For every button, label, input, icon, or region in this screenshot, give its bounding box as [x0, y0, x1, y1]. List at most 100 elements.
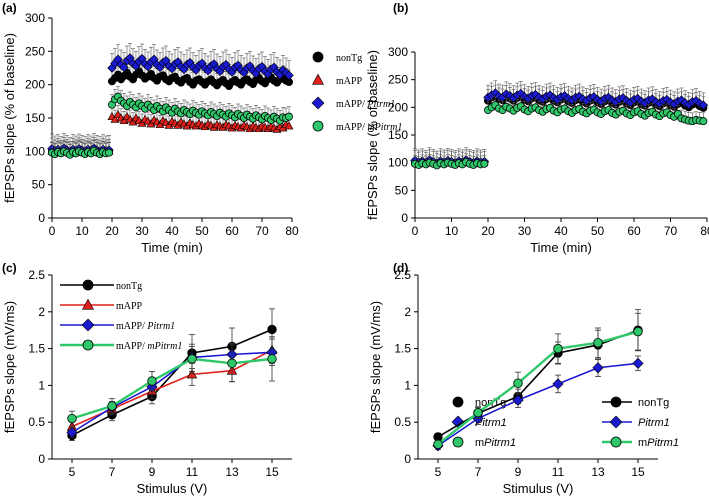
legend-marker	[452, 396, 464, 408]
data-point	[553, 343, 563, 354]
y-tick-label: 300	[25, 11, 45, 25]
legend-label-italic: Pitrm1	[475, 417, 507, 429]
y-tick-label: 0	[38, 211, 45, 225]
legend-marker	[452, 436, 464, 448]
data-point	[593, 338, 603, 348]
legend-label: nonTg	[638, 397, 669, 409]
y-tick-label: 0	[401, 211, 408, 225]
legend-marker	[311, 96, 325, 110]
x-tick-label: 70	[664, 224, 678, 238]
data-point	[633, 326, 643, 337]
legend-label: nonTg	[336, 53, 362, 64]
y-tick-label: 2	[38, 305, 45, 319]
series-mapp-mpitrm1	[48, 86, 293, 159]
y-axis-title: fEPSPs slope (mV/ms)	[368, 301, 383, 433]
series-mpitrm1	[433, 312, 643, 449]
legend-marker	[81, 298, 95, 310]
data-point	[480, 159, 489, 168]
data-point	[433, 439, 443, 449]
x-tick-label: 11	[552, 465, 565, 479]
series-mapp-pitrm1	[66, 338, 278, 439]
x-tick-label: 13	[591, 465, 605, 479]
legend-label: mAPP/ mPitrm1	[336, 122, 402, 133]
legend-label: Pitrm1	[638, 417, 670, 429]
legend-label: mAPP/ Pitrm1	[116, 321, 175, 332]
y-tick-label: 250	[25, 44, 45, 58]
series-line	[71, 351, 273, 434]
chart-panel-1: (a) 0 50 100 150 200 250 300 0 10 20 30 40 50 60 70 80 Ti…	[2, 1, 402, 255]
x-axis-title: Time (min)	[141, 240, 203, 255]
data-point	[66, 426, 78, 439]
x-tick-label: 5	[69, 465, 76, 479]
chart-panel-2: (b) 0 50 100 150 200 250 300 0 10 20 30 40 50 60 70 80 Ti…	[365, 1, 709, 449]
y-tick-label: 2	[404, 305, 411, 319]
legend-marker	[610, 436, 622, 448]
data-point	[107, 401, 117, 411]
x-tick-label: 11	[186, 465, 199, 479]
y-tick-label: 100	[388, 156, 408, 170]
x-tick-label: 7	[109, 465, 116, 479]
data-point	[699, 117, 708, 126]
data-point	[267, 324, 277, 335]
legend-label-plain: mAPP/	[336, 99, 367, 110]
data-point	[512, 394, 524, 406]
x-tick-label: 80	[700, 224, 709, 238]
legend-label: mPitrm1	[638, 437, 679, 449]
x-tick-label: 60	[627, 224, 641, 238]
data-point	[592, 362, 604, 374]
chart-panel-3: (c) 0 0.5 1 1.5 2 2.5 5 7 9 11 13 15 Stimulus (V) fEPS…	[2, 261, 292, 496]
x-tick-label: 80	[285, 224, 299, 238]
y-tick-label: 2.5	[394, 268, 411, 282]
series-mapp-mpitrm1	[67, 336, 277, 427]
data-point	[67, 413, 77, 424]
y-tick-label: 50	[395, 183, 409, 197]
legend: nonTg Pitrm1 mPitrm1	[602, 396, 679, 449]
y-tick-label: 0.5	[394, 415, 411, 429]
x-axis-title: Stimulus (V)	[503, 481, 574, 496]
y-tick-label: 1.5	[28, 342, 45, 356]
y-tick-label: 150	[388, 128, 408, 142]
legend-label-plain: m	[638, 437, 647, 449]
legend-marker	[312, 51, 324, 63]
y-tick-label: 200	[25, 78, 45, 92]
series-line	[71, 328, 273, 437]
legend-label-plain: mAPP/	[116, 341, 147, 352]
y-tick-label: 0	[38, 452, 45, 466]
chart-panel-4: (d) 0 0.5 1 1.5 2 2.5 5 7 9 11 13 15 Stimulus (V) fEPS…	[368, 261, 679, 496]
x-tick-label: 30	[135, 224, 149, 238]
y-tick-label: 0.5	[28, 415, 45, 429]
legend-marker	[82, 279, 94, 291]
panel-label: (b)	[393, 1, 408, 15]
panel-label: (c)	[2, 261, 17, 275]
x-tick-label: 0	[49, 224, 56, 238]
data-point	[284, 121, 294, 130]
data-point	[267, 354, 277, 364]
x-tick-label: 40	[165, 224, 179, 238]
legend-label: mPitrm1	[475, 437, 516, 449]
x-tick-label: 70	[255, 224, 269, 238]
legend-label-plain: mAPP/	[116, 321, 147, 332]
y-tick-label: 0	[404, 452, 411, 466]
legend-marker	[610, 396, 622, 408]
legend-marker	[311, 73, 325, 85]
y-tick-label: 1	[38, 378, 45, 392]
y-axis-title: fEPSPs slope (% of baseline)	[2, 33, 17, 203]
x-tick-label: 10	[75, 224, 89, 238]
legend-marker	[81, 318, 95, 332]
data-point	[473, 407, 483, 418]
data-point	[187, 354, 197, 364]
y-axis-title: fEPSPs slope (% of baseline)	[365, 50, 380, 220]
legend-label-plain: m	[475, 437, 484, 449]
y-tick-label: 2.5	[28, 268, 45, 282]
x-tick-label: 15	[631, 465, 645, 479]
data-point	[552, 378, 564, 390]
y-tick-label: 100	[25, 144, 45, 158]
series-line	[437, 362, 639, 447]
x-tick-label: 13	[225, 465, 239, 479]
x-tick-label: 15	[265, 465, 279, 479]
series-mpitrm1	[410, 96, 708, 170]
legend-label: mAPP	[336, 76, 363, 87]
legend-label-italic: mPitrm1	[367, 122, 402, 133]
